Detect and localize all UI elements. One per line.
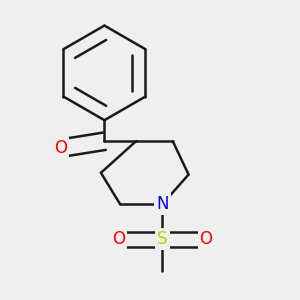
Text: O: O	[112, 230, 125, 248]
Text: S: S	[157, 230, 167, 248]
Text: O: O	[200, 230, 213, 248]
Text: O: O	[54, 139, 67, 157]
Text: N: N	[156, 195, 169, 213]
